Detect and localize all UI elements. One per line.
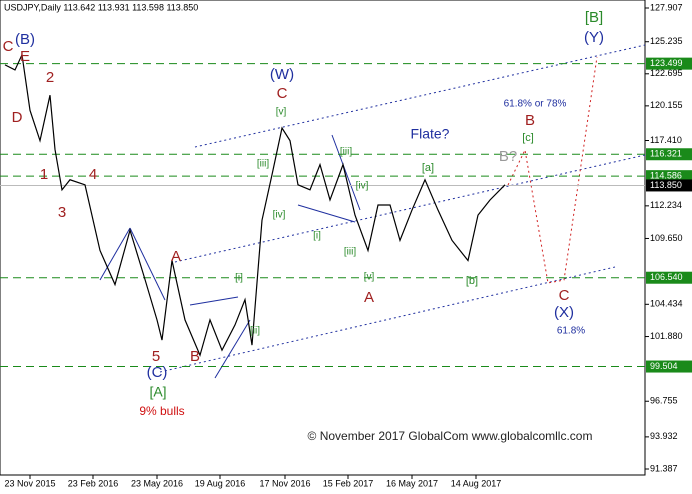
annotation: [b] <box>466 275 478 287</box>
wave-line <box>129 227 166 301</box>
annotation: 9% bulls <box>139 404 184 418</box>
annotation: E <box>20 48 30 65</box>
annotation: [c] <box>522 132 534 144</box>
annotation: (X) <box>554 304 574 321</box>
y-tick-label: 122.695 <box>650 68 683 78</box>
annotation: C <box>277 85 288 102</box>
plot-frame <box>0 0 646 476</box>
annotation: B <box>190 348 200 365</box>
x-tick-label: 23 Nov 2015 <box>4 478 55 488</box>
y-tick-label: 117.410 <box>650 135 682 145</box>
annotation: [iii] <box>344 247 356 258</box>
annotation: (C) <box>147 364 168 381</box>
annotation: 1 <box>40 166 48 183</box>
x-tick-label: 17 Nov 2016 <box>259 478 310 488</box>
y-tick-label: 112.234 <box>650 200 682 210</box>
y-tick-label: 93.932 <box>650 431 678 441</box>
annotation: [iii] <box>257 159 269 170</box>
y-tick-label: 109.650 <box>650 233 683 243</box>
x-tick-label: 15 Feb 2017 <box>323 478 374 488</box>
price-line <box>4 52 506 358</box>
annotation: [a] <box>422 162 434 174</box>
annotation: C <box>559 287 570 304</box>
wave-line <box>297 204 356 223</box>
annotation: C <box>3 38 14 55</box>
x-tick-label: 19 Aug 2016 <box>195 478 246 488</box>
annotation: Flate? <box>411 126 450 142</box>
trend-line <box>194 44 646 148</box>
annotation: [v] <box>364 272 375 283</box>
level-label: 116.321 <box>650 149 682 159</box>
x-tick-label: 16 May 2017 <box>386 478 438 488</box>
level-label: 123.499 <box>650 58 683 68</box>
level-label: 106.540 <box>650 272 683 282</box>
annotation: B <box>525 112 535 129</box>
y-tick-label: 101.880 <box>650 331 683 341</box>
level-box <box>646 271 692 284</box>
y-tick-label: 125.235 <box>650 36 683 46</box>
annotation: © November 2017 GlobalCom www.globalcoml… <box>308 429 593 443</box>
annotation: (W) <box>270 66 294 83</box>
level-box <box>646 57 692 70</box>
wave-line <box>331 134 361 211</box>
annotation: (Y) <box>584 29 604 46</box>
level-box <box>646 170 692 183</box>
annotation: [i] <box>235 273 243 284</box>
level-box <box>646 360 692 373</box>
level-label: 99.504 <box>650 361 678 371</box>
last-price-label: 113.850 <box>650 180 682 190</box>
annotation: [iv] <box>273 210 286 221</box>
annotation: [iii] <box>340 147 352 158</box>
annotation: 2 <box>46 69 54 86</box>
y-tick-label: 127.907 <box>650 2 683 12</box>
wave-lines <box>99 134 361 379</box>
y-tick-label: 120.155 <box>650 100 683 110</box>
trend-lines <box>159 44 646 373</box>
annotation: D <box>12 109 23 126</box>
annotation: 3 <box>58 204 66 221</box>
y-tick-label: 91.387 <box>650 463 678 473</box>
level-label: 114.586 <box>650 171 682 181</box>
annotation: [B] <box>585 9 603 26</box>
x-tick-label: 23 Feb 2016 <box>68 478 119 488</box>
y-tick-label: 96.755 <box>650 396 678 406</box>
annotation: [ii] <box>250 326 260 337</box>
annotation: [A] <box>149 384 166 400</box>
wave-line <box>214 319 251 379</box>
annotation: [v] <box>276 107 287 118</box>
wave-line <box>99 227 131 281</box>
projection-line <box>507 56 598 284</box>
x-tick-label: 14 Aug 2017 <box>451 478 502 488</box>
chart-title: USDJPY,Daily 113.642 113.931 113.598 113… <box>4 2 198 12</box>
x-tick-label: 23 May 2016 <box>131 478 183 488</box>
wave-line <box>189 296 239 306</box>
trend-line <box>174 154 646 263</box>
annotation: [iv] <box>356 181 369 192</box>
annotation: 61.8% <box>557 326 585 337</box>
annotation: 5 <box>152 348 160 365</box>
annotation: B? <box>499 148 517 165</box>
y-tick-label: 104.434 <box>650 299 683 309</box>
last-price-box <box>646 179 692 192</box>
annotation: A <box>364 289 374 306</box>
annotation: 61.8% or 78% <box>504 99 567 110</box>
annotation: [i] <box>313 231 321 242</box>
annotation: (B) <box>15 31 35 48</box>
level-box <box>646 148 692 161</box>
annotation: 4 <box>89 166 97 183</box>
annotation: A <box>171 248 181 265</box>
